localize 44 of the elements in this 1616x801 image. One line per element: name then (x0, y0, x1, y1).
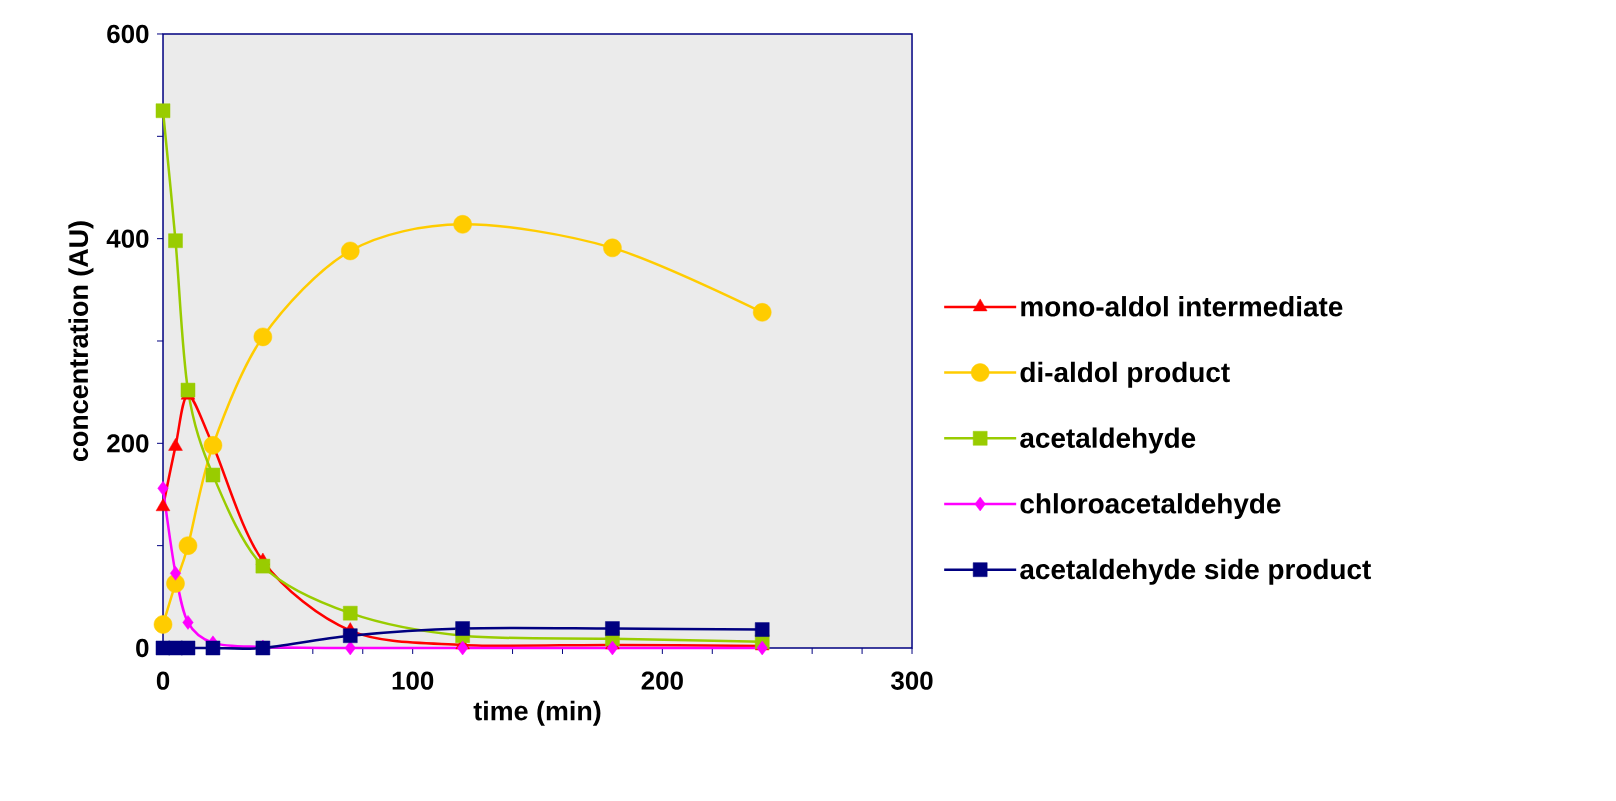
x-tick-label: 300 (891, 671, 933, 690)
point (343, 628, 358, 643)
point (457, 640, 469, 656)
x-tick-label: 200 (641, 671, 683, 690)
point (205, 640, 221, 656)
point (178, 536, 198, 555)
point (754, 622, 770, 637)
legend-label: chloroacetaldehyde (1020, 493, 1281, 520)
point (180, 640, 196, 656)
x-tick-label: 0 (156, 671, 170, 690)
point (343, 605, 358, 621)
y-axis-title: concentration (AU) (68, 221, 94, 461)
legend-label: acetaldehyde side product (1020, 558, 1371, 585)
y-tick-label: 0 (136, 638, 149, 658)
legend-label: mono-aldol intermediate (1021, 296, 1343, 317)
y-tick-label: 600 (107, 24, 149, 44)
point (752, 303, 772, 322)
point (168, 233, 183, 248)
point (155, 498, 171, 512)
point (255, 558, 271, 574)
point (344, 640, 356, 656)
legend-label: di-aldol product (1020, 361, 1230, 388)
x-axis-title: time (min) (473, 700, 601, 726)
point (180, 382, 196, 398)
point (153, 615, 173, 634)
point (453, 215, 472, 234)
point (170, 566, 181, 581)
point (155, 103, 171, 118)
y-tick-label: 200 (107, 434, 149, 453)
point (455, 621, 470, 636)
point (182, 615, 194, 630)
point (157, 481, 169, 496)
legend-label: acetaldehyde (1020, 427, 1196, 454)
point (341, 241, 360, 261)
point (205, 467, 221, 483)
point (203, 436, 223, 455)
x-tick-label: 100 (392, 671, 434, 690)
point (756, 640, 768, 656)
point (606, 640, 618, 656)
y-tick-label: 400 (106, 229, 149, 248)
point (253, 327, 273, 347)
point (603, 238, 622, 258)
point (168, 438, 183, 451)
point (605, 621, 620, 636)
